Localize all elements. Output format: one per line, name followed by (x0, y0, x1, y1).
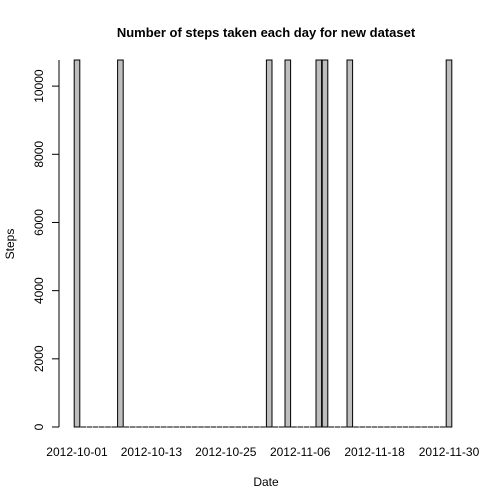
bar (117, 59, 124, 428)
bars (73, 59, 453, 428)
bar (265, 59, 273, 428)
y-axis-label: Steps (3, 229, 17, 260)
x-ticks: 2012-10-01 2012-10-13 2012-10-25 2012-11-06… (46, 445, 479, 459)
y-tick-label: 4000 (32, 277, 46, 304)
plot-area (73, 59, 453, 428)
bar (73, 59, 81, 428)
y-tick-label: 10000 (32, 69, 46, 103)
bar (315, 59, 323, 428)
y-ticks: 0 2000 4000 6000 8000 10000 (32, 69, 59, 430)
y-tick-label: 0 (32, 423, 46, 430)
bar (284, 59, 292, 428)
chart-title: Number of steps taken each day for new d… (117, 25, 416, 40)
y-tick-label: 6000 (32, 209, 46, 236)
x-tick-label: 2012-10-13 (121, 445, 183, 459)
x-axis: 2012-10-01 2012-10-13 2012-10-25 2012-11-06… (46, 445, 479, 459)
y-tick-label: 2000 (32, 345, 46, 372)
x-tick-label: 2012-11-18 (344, 445, 405, 459)
x-tick-label: 2012-11-30 (419, 445, 480, 459)
x-tick-label: 2012-10-01 (46, 445, 108, 459)
x-tick-label: 2012-11-06 (270, 445, 331, 459)
y-tick-label: 8000 (32, 141, 46, 168)
y-axis: 0 2000 4000 6000 8000 10000 (32, 60, 60, 430)
x-tick-label: 2012-10-25 (195, 445, 257, 459)
bar (321, 59, 329, 428)
x-axis-label: Date (253, 475, 279, 489)
bar (346, 59, 354, 428)
bar (445, 59, 453, 428)
